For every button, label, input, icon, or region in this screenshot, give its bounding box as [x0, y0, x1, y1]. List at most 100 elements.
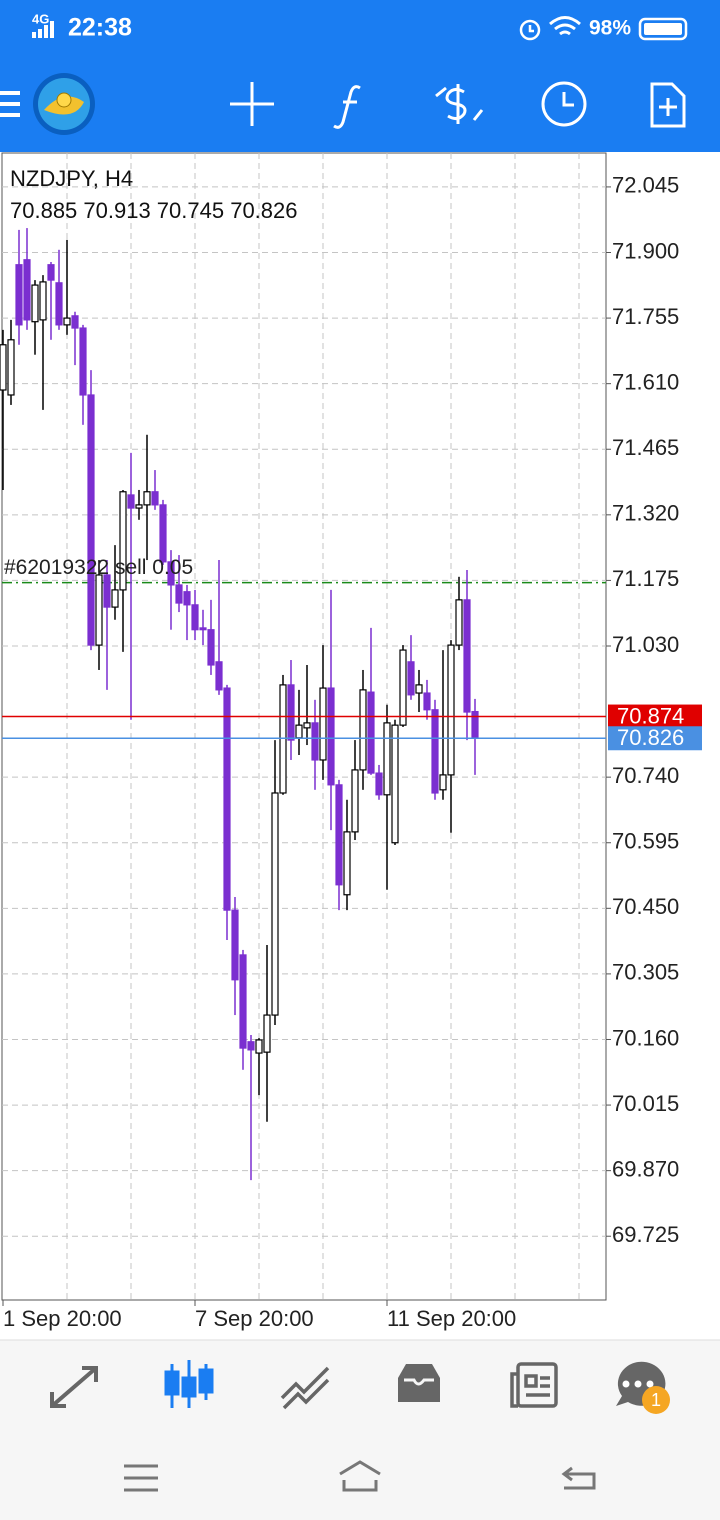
candle-body: [287, 684, 295, 741]
candle-body: [399, 649, 407, 726]
candle-body: [471, 710, 479, 739]
candle-body: [271, 792, 279, 1016]
trade-button[interactable]: [435, 84, 484, 124]
candle-body: [159, 504, 167, 563]
candle-body: [303, 722, 311, 729]
y-tick-label: 71.320: [612, 501, 679, 526]
system-back-button[interactable]: [561, 1466, 596, 1490]
y-tick-label: 69.870: [612, 1156, 679, 1181]
candle-body: [391, 724, 399, 844]
app-logo: [33, 73, 95, 135]
candle-body: [63, 317, 71, 326]
symbol-label: NZDJPY, H4: [10, 166, 133, 191]
history-tab[interactable]: [398, 1364, 440, 1402]
y-tick-label: 70.450: [612, 894, 679, 919]
candle-body: [319, 687, 327, 761]
candle-body: [231, 909, 239, 981]
y-tick-label: 70.305: [612, 960, 679, 985]
candle-body: [407, 661, 415, 696]
menu-button[interactable]: [0, 91, 20, 117]
new-order-button[interactable]: [650, 82, 686, 128]
candle-body: [87, 394, 95, 646]
bid-line-label: 70.874: [617, 703, 684, 728]
bid-line-tag: [608, 704, 702, 729]
quotes-tab[interactable]: [50, 1366, 98, 1408]
candle-body: [167, 561, 175, 586]
candle-body: [423, 692, 431, 711]
candle-body: [79, 327, 87, 396]
candle-body: [143, 491, 151, 506]
candle-body: [207, 629, 215, 666]
plot: [0, 153, 606, 1300]
candle-body: [215, 661, 223, 691]
ohlc-label: 70.885 70.913 70.745 70.826: [10, 198, 298, 223]
last-price-line-label: 70.826: [617, 725, 684, 750]
wifi-icon: [549, 16, 581, 36]
indicators-button[interactable]: [333, 85, 361, 129]
y-tick-label: 71.175: [612, 566, 679, 591]
x-tick-label: 11 Sep 20:00: [387, 1306, 516, 1331]
candle-body: [119, 491, 127, 591]
signal-icon: [32, 21, 54, 38]
candle-body: [39, 281, 47, 321]
battery-percent: 98%: [589, 17, 631, 40]
candle-body: [239, 954, 247, 1049]
candle-body: [31, 284, 39, 323]
chat-badge: 1: [651, 1390, 661, 1410]
candle-body: [439, 774, 447, 791]
candle-body: [71, 315, 79, 329]
candle-body: [103, 574, 111, 608]
alarm-icon: [519, 19, 541, 41]
candle-body: [127, 494, 135, 509]
news-tab[interactable]: [510, 1362, 558, 1408]
candle-body: [55, 282, 63, 326]
candle-body: [175, 584, 183, 604]
y-tick-label: 69.725: [612, 1222, 679, 1247]
y-tick-label: 71.465: [612, 435, 679, 460]
candle-body: [223, 687, 231, 911]
network-type: 4G: [32, 11, 49, 26]
candle-body: [47, 264, 55, 281]
last-price-line-tag: [608, 726, 702, 751]
candle-body: [367, 691, 375, 774]
candle-body: [263, 1014, 271, 1053]
candle-body: [383, 722, 391, 796]
trade-tab[interactable]: [280, 1366, 330, 1410]
chat-tab[interactable]: [616, 1361, 670, 1414]
candle-body: [351, 769, 359, 833]
candle-body: [375, 772, 383, 796]
crosshair-button[interactable]: [230, 82, 274, 126]
y-tick-label: 71.900: [612, 238, 679, 263]
system-home-button[interactable]: [339, 1460, 381, 1492]
chart-tab[interactable]: [164, 1360, 214, 1408]
candle-body: [455, 599, 463, 646]
candle-body: [23, 259, 31, 321]
candle-body: [311, 722, 319, 761]
y-tick-label: 71.030: [612, 632, 679, 657]
y-tick-label: 70.740: [612, 763, 679, 788]
candle-body: [295, 724, 303, 739]
candle-body: [343, 831, 351, 896]
candle-body: [463, 599, 471, 713]
candle-body: [335, 784, 343, 886]
history-button[interactable]: [541, 81, 587, 127]
y-tick-label: 72.045: [612, 173, 679, 198]
y-tick-label: 70.160: [612, 1025, 679, 1050]
candle-body: [151, 491, 159, 506]
battery-icon: [638, 17, 688, 41]
candle-body: [0, 344, 7, 391]
candle-body: [327, 687, 335, 786]
y-tick-label: 70.015: [612, 1091, 679, 1116]
candle-body: [111, 589, 119, 608]
app-header: [0, 0, 720, 152]
candle-body: [415, 684, 423, 694]
candle-body: [447, 644, 455, 776]
x-tick-label: 1 Sep 20:00: [3, 1306, 122, 1331]
candle-body: [191, 604, 199, 631]
candle-body: [255, 1039, 263, 1054]
x-tick-label: 7 Sep 20:00: [195, 1306, 314, 1331]
candle-body: [247, 1041, 255, 1051]
system-menu-button[interactable]: [124, 1464, 158, 1492]
